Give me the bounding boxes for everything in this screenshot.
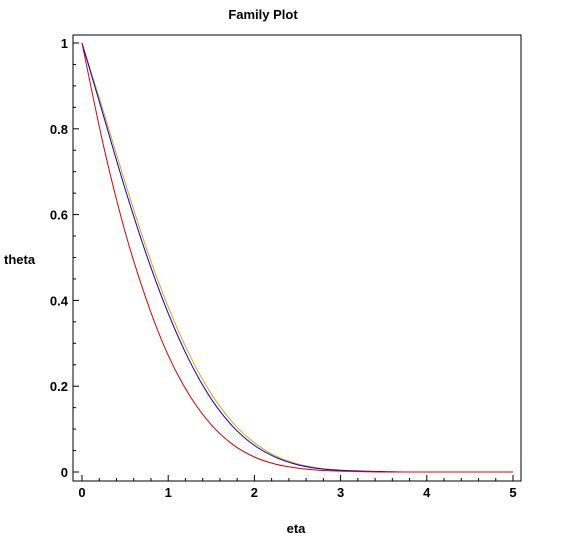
x-tick-label: 0 bbox=[78, 485, 85, 500]
chart-title: Family Plot bbox=[228, 7, 298, 22]
y-tick-label: 0.4 bbox=[50, 293, 69, 308]
series-line-2 bbox=[81, 42, 513, 473]
x-tick-label: 5 bbox=[509, 485, 516, 500]
series-line-3 bbox=[81, 42, 513, 473]
axis-ticks: 0 1 2 3 4 5 0 0.2 0.4 0.6 0.8 1 bbox=[50, 36, 517, 500]
plot-frame bbox=[72, 34, 522, 482]
y-tick-label: 0.6 bbox=[50, 208, 68, 223]
y-tick-label: 0.2 bbox=[50, 379, 68, 394]
x-tick-label: 1 bbox=[165, 485, 172, 500]
y-tick-label: 0 bbox=[61, 465, 68, 480]
y-axis-label: theta bbox=[4, 252, 36, 267]
y-tick-label: 1 bbox=[61, 36, 68, 51]
x-tick-label: 3 bbox=[337, 485, 344, 500]
x-tick-label: 4 bbox=[423, 485, 431, 500]
series-group bbox=[81, 42, 513, 473]
x-tick-label: 2 bbox=[251, 485, 258, 500]
y-tick-label: 0.8 bbox=[50, 122, 68, 137]
x-axis-label: eta bbox=[287, 521, 307, 536]
series-line-1 bbox=[81, 42, 513, 473]
